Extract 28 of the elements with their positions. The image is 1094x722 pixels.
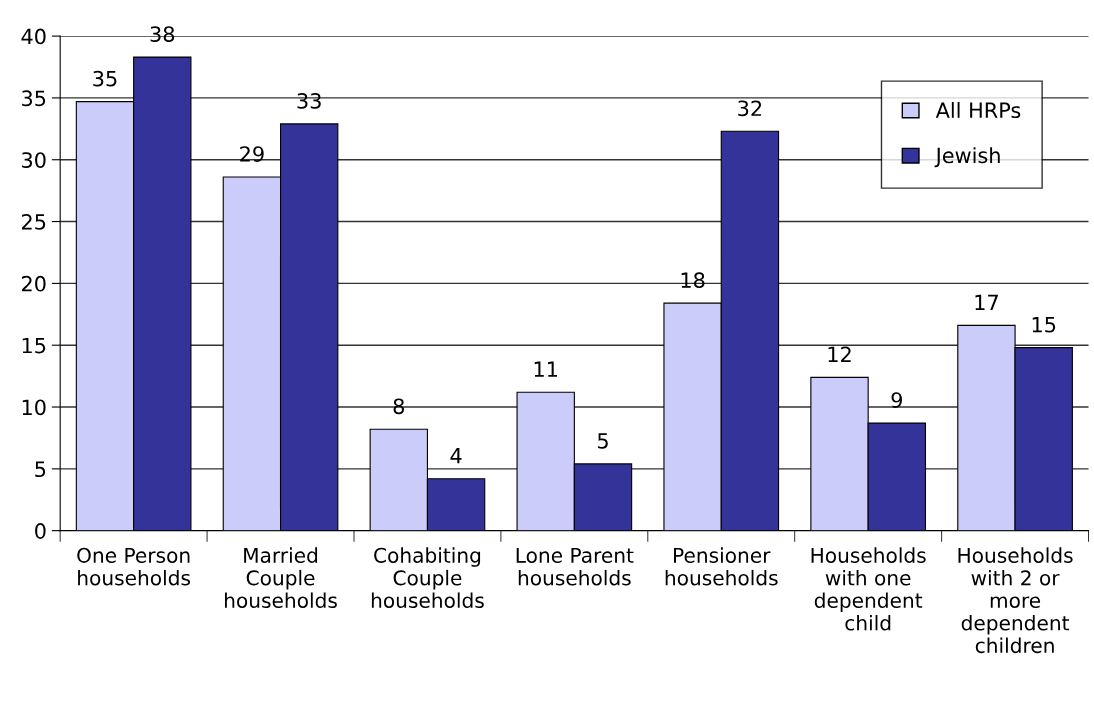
legend-label: All HRPs bbox=[935, 101, 1021, 119]
data-label: 29 bbox=[240, 146, 264, 162]
x-tick-label: Households with 2 or more dependent children bbox=[958, 547, 1073, 654]
data-label: 5 bbox=[597, 433, 608, 449]
y-tick-label: 0 bbox=[35, 523, 46, 539]
data-label: 32 bbox=[738, 100, 762, 117]
y-tick-label: 5 bbox=[35, 461, 46, 478]
x-tick-label: Pensioner households bbox=[665, 547, 778, 586]
x-tick-label: Cohabiting Couple households bbox=[371, 547, 484, 609]
legend-label: Jewish bbox=[934, 147, 1000, 168]
data-label: 9 bbox=[891, 392, 902, 408]
y-tick-label: 10 bbox=[22, 399, 46, 416]
x-tick-label: Married Couple households bbox=[225, 547, 337, 609]
data-label: 15 bbox=[1032, 317, 1056, 333]
y-tick-label: 20 bbox=[21, 275, 46, 292]
data-label: 17 bbox=[975, 294, 998, 310]
y-tick-label: 30 bbox=[22, 152, 46, 168]
data-label: 35 bbox=[93, 70, 117, 87]
data-label: 12 bbox=[828, 346, 851, 362]
y-tick-label: 25 bbox=[21, 214, 46, 230]
data-label: 11 bbox=[534, 361, 558, 377]
x-tick-label: Lone Parent households bbox=[516, 547, 634, 586]
y-tick-label: 40 bbox=[21, 28, 46, 45]
y-tick-label: 15 bbox=[22, 337, 46, 354]
y-tick-label: 35 bbox=[22, 90, 46, 107]
data-label: 4 bbox=[450, 448, 462, 464]
x-tick-label: Households with one dependent child bbox=[811, 547, 926, 631]
x-tick-label: One Person households bbox=[77, 547, 190, 586]
